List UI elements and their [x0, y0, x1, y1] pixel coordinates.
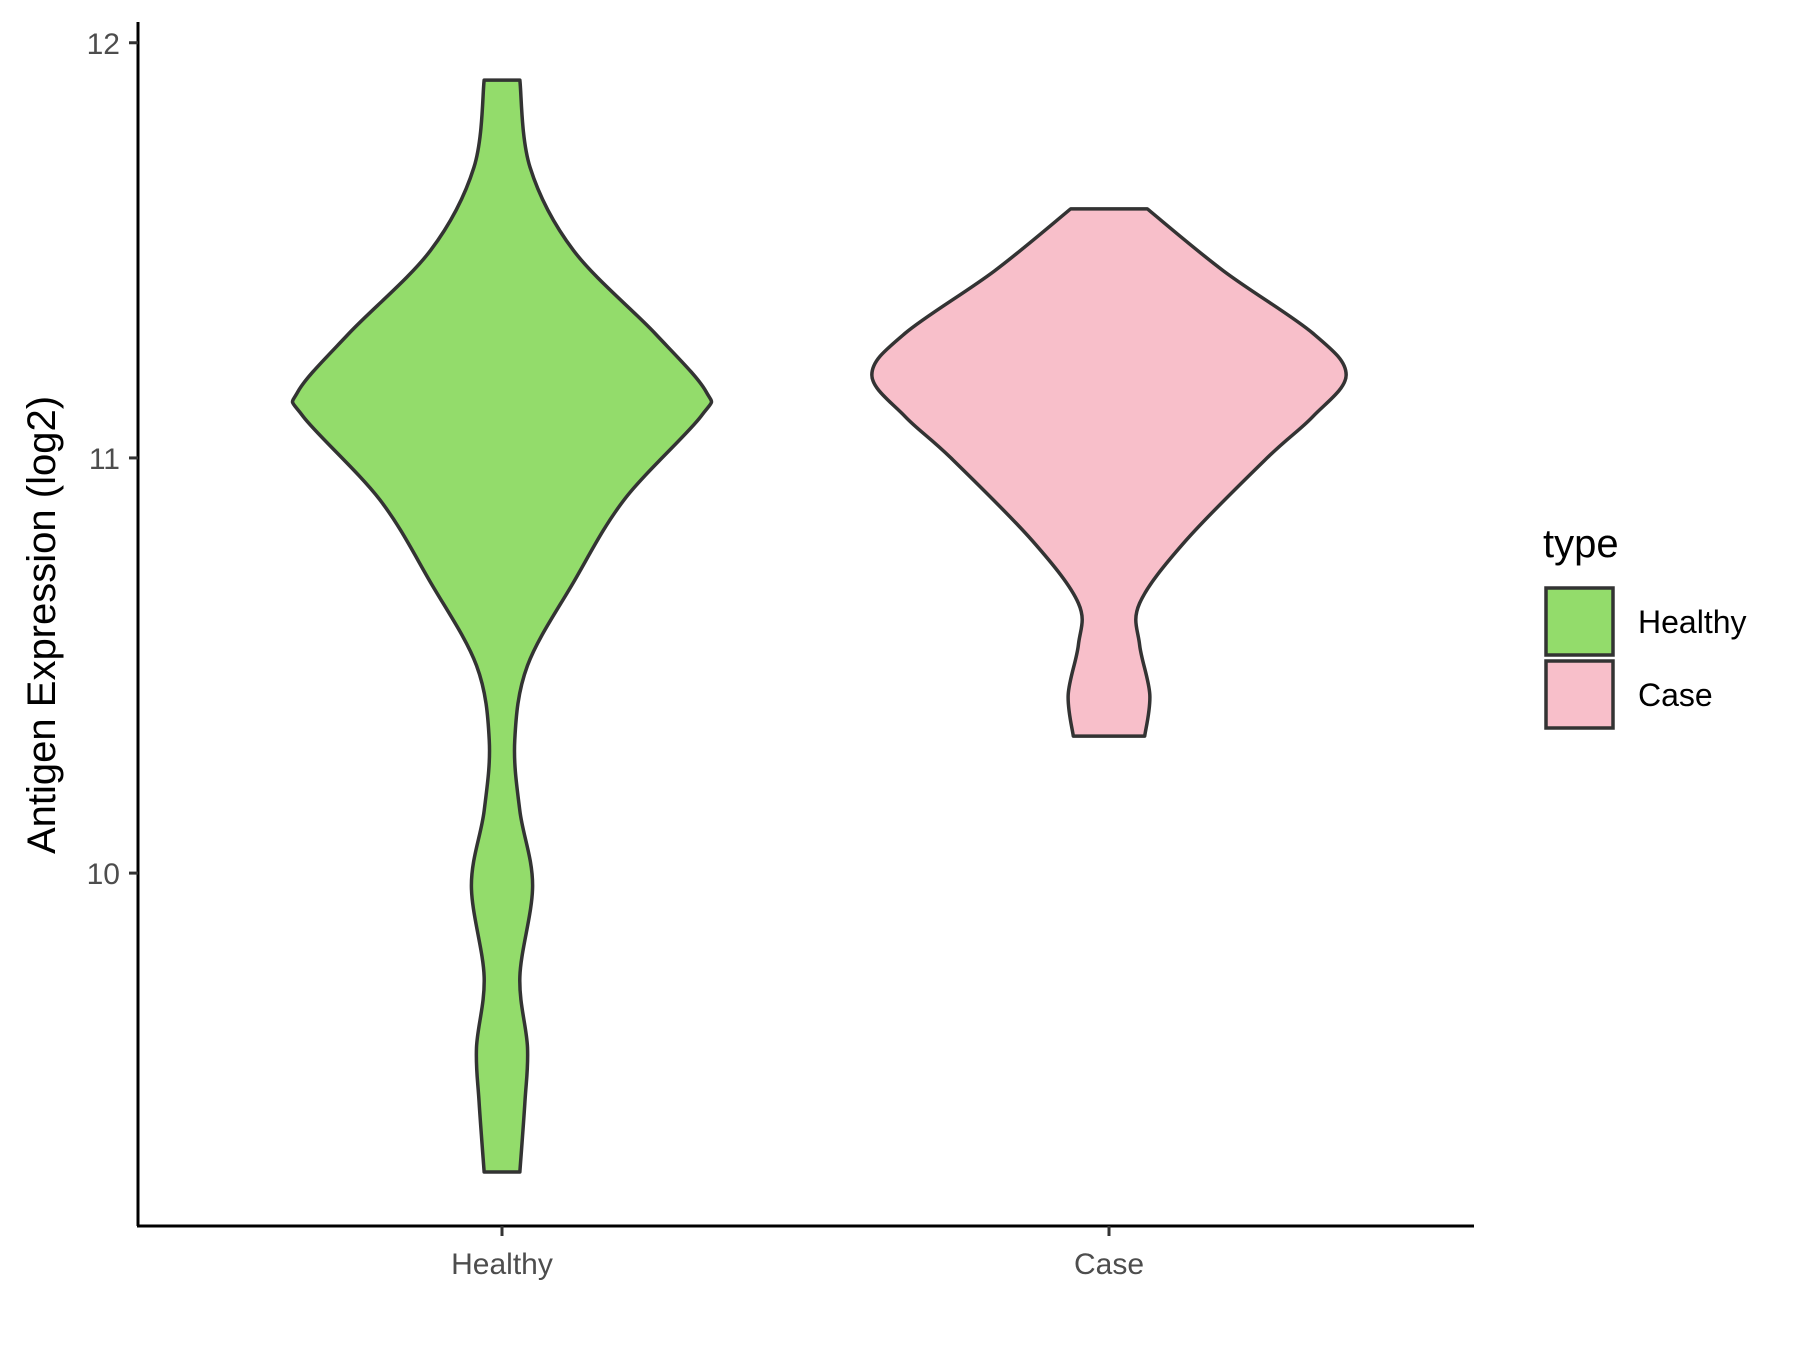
legend-swatch-healthy — [1544, 586, 1615, 657]
legend: type Healthy Case — [1543, 522, 1747, 730]
violins — [290, 78, 1348, 1174]
violin-case — [870, 207, 1348, 738]
y-ticks: 10 11 12 — [87, 28, 138, 891]
legend-label-healthy: Healthy — [1638, 604, 1747, 640]
plot-area: 10 11 12 Healthy Case — [87, 22, 1474, 1281]
legend-title: type — [1543, 522, 1619, 566]
x-tick-label: Case — [1074, 1248, 1144, 1281]
y-tick-label: 10 — [87, 858, 120, 891]
y-tick-label: 12 — [87, 28, 120, 61]
x-tick-label: Healthy — [451, 1248, 553, 1281]
legend-label-case: Case — [1638, 677, 1713, 713]
y-tick-label: 11 — [89, 443, 120, 476]
y-axis-title: Antigen Expression (log2) — [20, 396, 64, 854]
violin-healthy — [290, 78, 714, 1174]
legend-swatch-case — [1544, 659, 1615, 730]
x-ticks: Healthy Case — [451, 1226, 1144, 1281]
